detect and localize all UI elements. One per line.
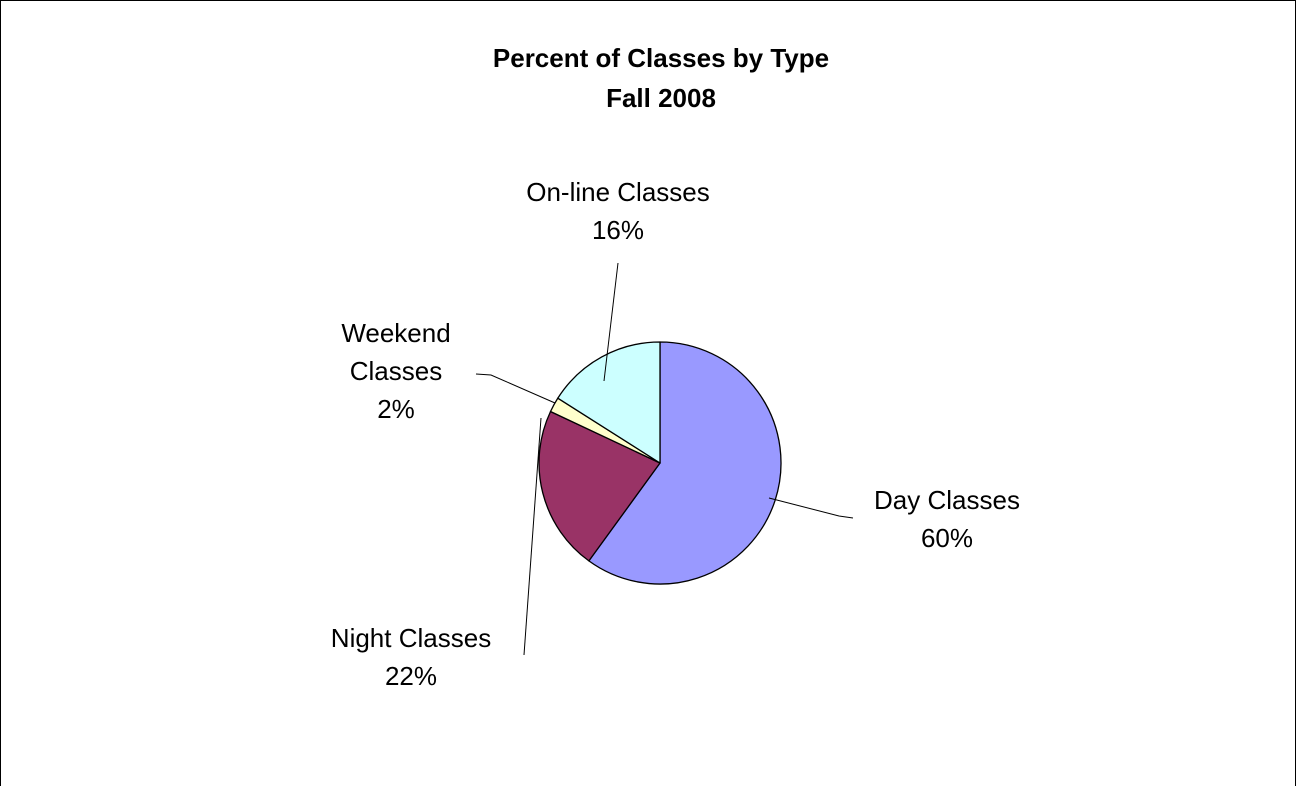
data-label-value: 2% (377, 394, 415, 424)
leader-line-on-line-classes (603, 262, 619, 382)
chart-subtitle: Fall 2008 (606, 83, 716, 113)
data-label-on-line-classes: On-line Classes 16% (526, 177, 710, 245)
slice-labels: Day Classes 60% Night Classes 22% Weekend Cla… (331, 177, 1020, 691)
pie-slice-day-classes (588, 341, 782, 585)
pie-slice-on-line-classes (557, 341, 661, 464)
data-label-value: 22% (385, 661, 437, 691)
data-label-category: Classes (350, 356, 442, 386)
data-label-value: 16% (592, 215, 644, 245)
data-label-night-classes: Night Classes 22% (331, 623, 491, 691)
leader-line-day-classes (768, 497, 854, 519)
data-label-category: Day Classes (874, 485, 1020, 515)
data-label-category: Night Classes (331, 623, 491, 653)
data-label-weekend-classes: Weekend Classes 2% (341, 318, 450, 424)
data-label-day-classes: Day Classes 60% (874, 485, 1020, 553)
leader-line-weekend-classes (475, 373, 556, 404)
data-label-category: Weekend (341, 318, 450, 348)
leader-line-night-classes (523, 417, 542, 656)
data-label-value: 60% (921, 523, 973, 553)
leader-lines (475, 262, 854, 656)
data-label-category: On-line Classes (526, 177, 710, 207)
chart-title: Percent of Classes by Type (493, 43, 829, 73)
pie-slices (538, 341, 782, 585)
